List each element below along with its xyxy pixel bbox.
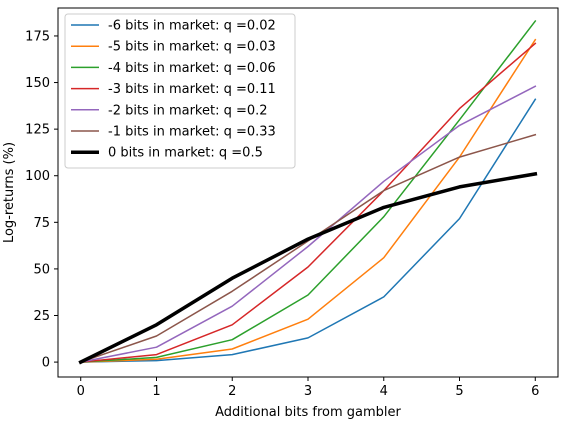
legend-label: -4 bits in market: q =0.06: [108, 61, 276, 76]
legend-label: 0 bits in market: q =0.5: [108, 146, 263, 161]
x-tick-label: 5: [455, 384, 463, 399]
x-tick-label: 0: [77, 384, 85, 399]
y-tick-label: 150: [25, 76, 50, 91]
y-tick-label: 175: [25, 29, 50, 44]
legend-label: -1 bits in market: q =0.33: [108, 125, 276, 140]
legend: -6 bits in market: q =0.02 -5 bits in mar…: [64, 13, 296, 169]
x-tick-label: 2: [228, 384, 236, 399]
y-tick-label: 0: [42, 356, 50, 371]
legend-label: -2 bits in market: q =0.2: [108, 103, 268, 118]
legend-label: -5 bits in market: q =0.03: [108, 40, 276, 55]
series-lines: [78, 19, 538, 365]
x-tick-label: 3: [304, 384, 312, 399]
y-tick-label: 50: [33, 262, 50, 277]
legend-label: -3 bits in market: q =0.11: [108, 82, 276, 97]
legend-box: [64, 13, 296, 169]
y-axis-label: Log-returns (%): [2, 142, 17, 243]
y-tick-label: 25: [33, 309, 50, 324]
legend-label: -6 bits in market: q =0.02: [108, 19, 276, 34]
x-axis-label: Additional bits from gambler: [215, 405, 401, 420]
y-tick-label: 125: [25, 123, 50, 138]
x-tick-label: 6: [531, 384, 539, 399]
series-line-2: [79, 19, 537, 363]
y-axis-ticks: 0 25 50 75 100 125 150 175: [25, 29, 58, 371]
series-line-6: [78, 171, 538, 365]
x-axis-ticks: 0 1 2 3 4 5 6: [77, 377, 539, 399]
series-line-4: [79, 85, 537, 363]
series-line-3: [79, 42, 537, 363]
y-tick-label: 75: [33, 216, 50, 231]
x-tick-label: 4: [380, 384, 388, 399]
x-tick-label: 1: [152, 384, 160, 399]
series-line-0: [79, 98, 537, 363]
y-tick-label: 100: [25, 169, 50, 184]
